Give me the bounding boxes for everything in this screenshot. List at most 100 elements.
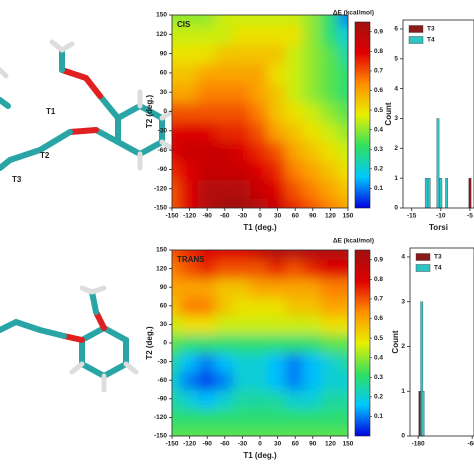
heatmap-cell xyxy=(197,178,217,200)
heatmap-cell xyxy=(303,81,323,103)
heatmap-cell xyxy=(197,120,217,142)
heatmap-cell xyxy=(215,81,235,103)
heatmap-cell xyxy=(172,15,182,26)
heatmap-cells xyxy=(172,15,348,208)
heatmap-cell xyxy=(215,197,235,208)
colorbar-tick-label: 0.1 xyxy=(374,413,383,420)
heatmap xyxy=(172,15,348,208)
colorbar-tick-label: 0.5 xyxy=(374,107,383,114)
heatmap-cell xyxy=(285,276,305,298)
heatmap-cell xyxy=(172,178,182,200)
heatmap-cell xyxy=(303,351,323,372)
x-tick-label: 30 xyxy=(274,441,282,448)
heatmap-cell xyxy=(285,258,305,279)
y-tick-label: -90 xyxy=(158,166,168,173)
heatmap-cell xyxy=(267,250,288,261)
heatmap-cell xyxy=(338,250,348,261)
colorbar-tick-label: 0.4 xyxy=(374,126,383,133)
heatmap-cell xyxy=(215,62,235,84)
y-tick-label: 2 xyxy=(401,343,405,350)
heatmap-cell xyxy=(338,178,348,200)
colorbar-tick-label: 0.4 xyxy=(374,354,383,361)
y-tick-label: 90 xyxy=(160,50,168,57)
heatmap-cell xyxy=(338,295,348,317)
heatmap-cell xyxy=(179,351,200,372)
heatmap-cell xyxy=(338,369,348,391)
heatmap-cell xyxy=(338,425,348,436)
heatmap-cell xyxy=(320,407,341,428)
y-tick-label: -150 xyxy=(154,433,167,440)
colorbar-tick-label: 0.6 xyxy=(374,87,383,94)
y-tick-label: -90 xyxy=(158,396,168,403)
heatmap-cell xyxy=(215,120,235,142)
heatmap-cell xyxy=(250,388,270,410)
heatmap-cell xyxy=(250,62,270,84)
y-tick-label: 150 xyxy=(156,12,167,19)
y-tick-label: -120 xyxy=(154,185,167,192)
heatmap-cell xyxy=(338,276,348,298)
torsion-label: T1 xyxy=(46,107,56,116)
y-tick-label: -120 xyxy=(154,414,167,421)
heatmap-cell xyxy=(172,42,182,65)
x-tick-label: 120 xyxy=(325,441,336,448)
colorbar-tick-label: 0.6 xyxy=(374,315,383,322)
heatmap-cell xyxy=(179,62,200,84)
heatmap-cell xyxy=(197,258,217,279)
heatmap-cell xyxy=(172,23,182,45)
histogram-bar xyxy=(421,391,425,437)
heatmap-cell xyxy=(285,407,305,428)
heatmap-cell xyxy=(250,100,270,123)
heatmap-cell xyxy=(250,351,270,372)
heatmap-cell xyxy=(338,23,348,45)
x-tick-label: 60 xyxy=(292,441,300,448)
heatmap-cell xyxy=(250,276,270,298)
heatmap-cell xyxy=(250,314,270,335)
heatmap-cell xyxy=(179,314,200,335)
x-tick-label: 150 xyxy=(343,441,354,448)
heatmap-cell xyxy=(172,81,182,103)
heatmap-cell xyxy=(285,120,305,142)
y-tick-label: 4 xyxy=(394,85,398,92)
heatmap-cell xyxy=(285,351,305,372)
heatmap-cell xyxy=(267,62,288,84)
heatmap-cell xyxy=(232,62,253,84)
heatmap-cell xyxy=(320,158,341,181)
heatmap-cell xyxy=(215,139,235,161)
heatmap-cell xyxy=(215,388,235,410)
heatmap-cell xyxy=(172,120,182,142)
x-tick-label: -60 xyxy=(220,213,230,220)
heatmap-cell xyxy=(303,23,323,45)
y-tick-label: 0 xyxy=(163,108,167,115)
heatmap-cell xyxy=(179,407,200,428)
heatmap-cell xyxy=(338,351,348,372)
heatmap-cell xyxy=(232,351,253,372)
heatmap-cell xyxy=(197,197,217,208)
heatmap-cell xyxy=(320,197,341,208)
heatmap-cell xyxy=(215,23,235,45)
torsion-label: T3 xyxy=(12,175,22,184)
heatmap-cell xyxy=(197,351,217,372)
heatmap-cell xyxy=(179,120,200,142)
heatmap-cell xyxy=(285,100,305,123)
plot-frame xyxy=(171,14,349,209)
molecule-trans xyxy=(0,285,139,393)
heatmap-cell xyxy=(303,425,323,436)
heatmap-cell xyxy=(267,388,288,410)
heatmap-cell xyxy=(179,139,200,161)
legend-label: T4 xyxy=(434,265,442,272)
histogram-bar xyxy=(445,178,448,209)
heatmap-cell xyxy=(232,295,253,317)
heatmap-cell xyxy=(172,62,182,84)
heatmap-cell xyxy=(267,332,288,354)
y-axis-label: T2 (deg.) xyxy=(145,326,154,360)
heatmap-cell xyxy=(303,15,323,26)
heatmap-cell xyxy=(172,332,182,354)
heatmap-cell xyxy=(303,407,323,428)
y-tick-label: 3 xyxy=(394,115,398,122)
heatmap-cell xyxy=(250,369,270,391)
heatmap-cell xyxy=(232,158,253,181)
heatmap-cell xyxy=(267,15,288,26)
heatmap-cell xyxy=(215,100,235,123)
colorbar-tick-label: 0.7 xyxy=(374,296,383,303)
heatmap-cell xyxy=(232,178,253,200)
